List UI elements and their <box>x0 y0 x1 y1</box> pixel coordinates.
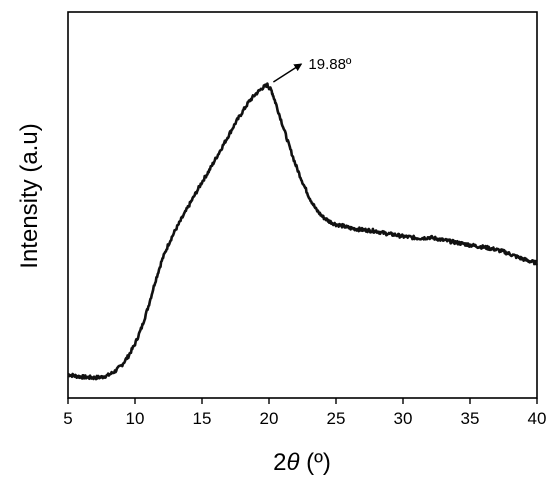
annotation-label: 19.88º <box>308 56 352 73</box>
peak-annotation: 19.88º <box>273 56 352 83</box>
plot-area <box>67 11 539 399</box>
x-tick-label: 35 <box>461 409 480 428</box>
x-axis-label-prefix: 2 <box>273 449 286 476</box>
x-axis-ticks: 5 10 15 20 25 30 35 40 <box>63 398 546 428</box>
x-tick-label: 30 <box>394 409 413 428</box>
x-axis-label: 2θ (º) <box>273 449 331 476</box>
x-tick-label: 10 <box>126 409 145 428</box>
x-tick-label: 25 <box>327 409 346 428</box>
x-axis-label-unit: (º) <box>299 449 330 476</box>
x-tick-label: 15 <box>193 409 212 428</box>
series-line <box>67 82 539 381</box>
x-tick-label: 20 <box>260 409 279 428</box>
x-tick-label: 40 <box>528 409 547 428</box>
x-tick-label: 5 <box>63 409 72 428</box>
x-axis-label-symbol: θ <box>286 449 299 476</box>
y-axis-label: Intensity (a.u) <box>16 123 43 268</box>
annotation-arrow <box>273 63 303 83</box>
plot-frame <box>67 11 538 399</box>
